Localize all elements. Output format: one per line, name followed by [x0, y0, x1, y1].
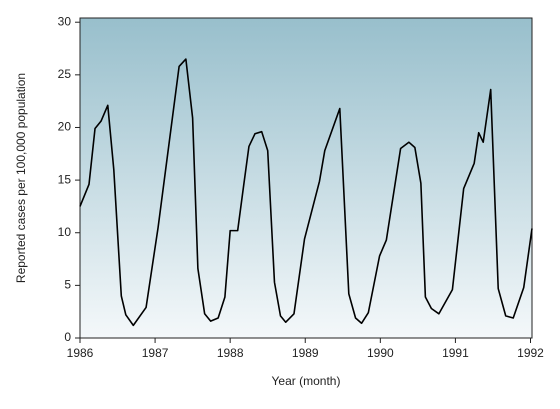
- y-tick-label: 20: [58, 120, 72, 134]
- x-tick-label: 1990: [367, 346, 394, 360]
- y-tick-label: 25: [58, 67, 72, 81]
- data-line: [79, 58, 533, 327]
- y-tick-label: 15: [58, 172, 72, 186]
- y-axis-label: Reported cases per 100,000 population: [14, 73, 28, 283]
- x-axis-label: Year (month): [272, 374, 341, 388]
- x-tick-label: 1986: [67, 346, 94, 360]
- x-tick-label: 1988: [217, 346, 244, 360]
- x-tick-label: 1992: [517, 346, 544, 360]
- x-tick-label: 1989: [292, 346, 319, 360]
- y-tick-label: 0: [64, 330, 71, 344]
- plot-area: [79, 17, 533, 339]
- y-tick-label: 5: [64, 278, 71, 292]
- y-tick-label: 10: [58, 225, 72, 239]
- x-tick-label: 1991: [442, 346, 469, 360]
- x-tick-label: 1987: [142, 346, 169, 360]
- y-tick-label: 30: [58, 14, 72, 28]
